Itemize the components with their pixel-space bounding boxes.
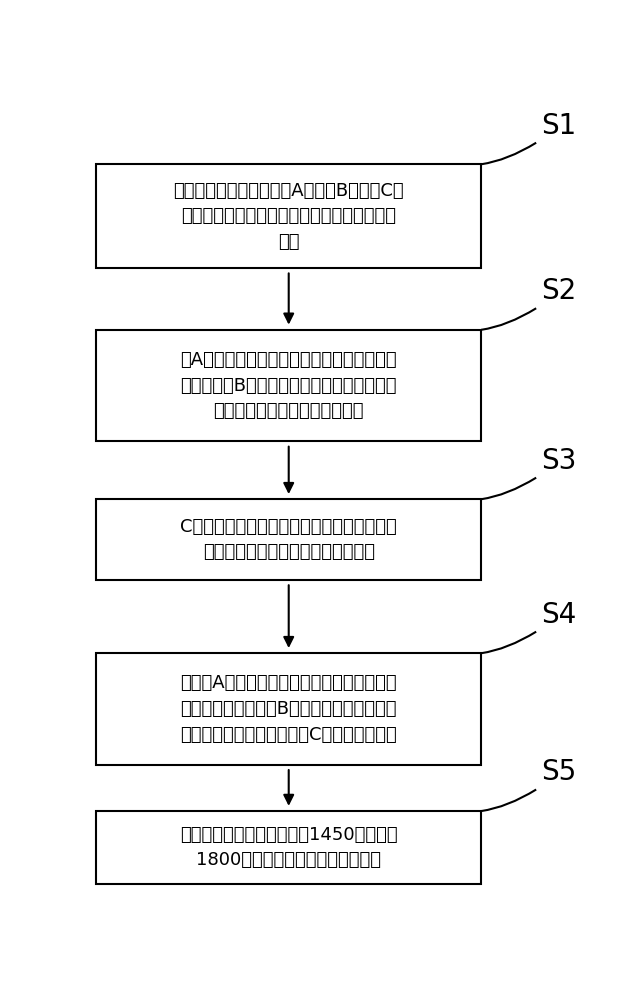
FancyBboxPatch shape <box>96 499 481 580</box>
Text: 首先将A原料放置到反应釜的内部，利用镁粉
点燃，此时将足量的B原料投入到反应釜的内
部，剔除液态铁水，随后将C原料投入反应釜: 首先将A原料放置到反应釜的内部，利用镁粉 点燃，此时将足量的B原料投入到反应釜的… <box>180 674 397 744</box>
Text: S4: S4 <box>541 601 576 629</box>
Text: 预先准备原料，其中包括A原料、B原料与C原
料，对所有的原料都进行初步的破碎、筛选和
晒干: 预先准备原料，其中包括A原料、B原料与C原 料，对所有的原料都进行初步的破碎、筛… <box>173 182 404 251</box>
Text: S3: S3 <box>541 447 576 475</box>
Text: S5: S5 <box>541 758 576 786</box>
Text: 将A原料中的的三氧化二铁和铝单质进行配比
与混合，将B原料含有的高铝矾土与高岭土，
进行氧化铝占比调整，烘干粉碎: 将A原料中的的三氧化二铁和铝单质进行配比 与混合，将B原料含有的高铝矾土与高岭土… <box>180 351 397 420</box>
Text: C原料包含二氧化硅、六铝酸钙和氧化钙，采
用球磨机湿法粉碎，随后晒干和打散: C原料包含二氧化硅、六铝酸钙和氧化钙，采 用球磨机湿法粉碎，随后晒干和打散 <box>180 518 397 562</box>
Text: 利用窑炉烧制，烧成温度在1450摄氏度～
1800摄氏度，冷却后即可制得成品: 利用窑炉烧制，烧成温度在1450摄氏度～ 1800摄氏度，冷却后即可制得成品 <box>180 826 397 869</box>
Text: S1: S1 <box>541 112 576 140</box>
Text: S2: S2 <box>541 277 576 305</box>
FancyBboxPatch shape <box>96 164 481 268</box>
FancyBboxPatch shape <box>96 811 481 884</box>
FancyBboxPatch shape <box>96 653 481 765</box>
FancyBboxPatch shape <box>96 330 481 441</box>
